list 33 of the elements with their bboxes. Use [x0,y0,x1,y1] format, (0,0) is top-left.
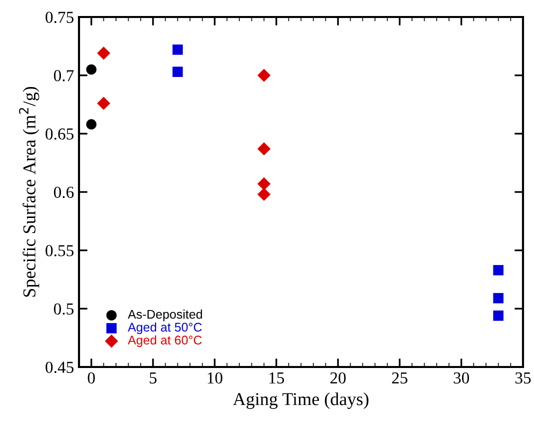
y-tick-label: 0.65 [46,128,74,140]
legend-label: As-Deposited [128,310,202,322]
legend-label: Aged at 50°C [128,322,202,334]
x-axis-title: Aging Time (days) [232,392,368,409]
x-tick-label: 15 [269,372,284,384]
point [172,66,183,77]
x-tick-label: 10 [208,372,222,384]
x-tick-label: 35 [515,372,531,384]
point [493,293,504,304]
point [257,177,271,190]
x-tick-label: 0 [88,372,95,384]
y-tick-label: 0.45 [46,362,74,374]
point [493,310,504,321]
point [257,188,271,201]
x-tick-label: 25 [392,372,408,384]
point [86,119,96,130]
point [97,96,110,110]
point [97,46,110,60]
x-tick-label: 20 [330,372,346,384]
point [257,68,271,82]
x-tick-label: 30 [454,372,470,384]
point [172,44,183,55]
y-tick-label: 0.6 [54,186,74,198]
y-axis-title: Specific Surface Area (m$^{2}$/g) [19,86,40,297]
point [86,64,96,75]
y-tick-label: 0.55 [46,245,74,256]
y-tick-label: 0.7 [54,70,74,82]
x-tick-label: 5 [150,372,157,384]
point [257,142,271,156]
y-tick-label: 0.5 [54,303,74,315]
point [493,265,504,276]
legend-label: Aged at 60°C [128,335,202,347]
y-tick-label: 0.75 [46,12,74,24]
